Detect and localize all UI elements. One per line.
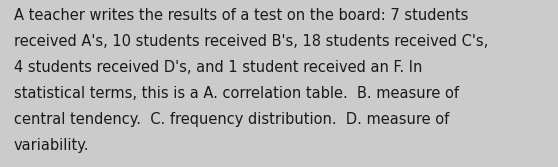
Text: variability.: variability. [14,138,89,153]
Text: received A's, 10 students received B's, 18 students received C's,: received A's, 10 students received B's, … [14,34,488,49]
Text: central tendency.  C. frequency distribution.  D. measure of: central tendency. C. frequency distribut… [14,112,449,127]
Text: statistical terms, this is a A. correlation table.  B. measure of: statistical terms, this is a A. correlat… [14,86,459,101]
Text: A teacher writes the results of a test on the board: 7 students: A teacher writes the results of a test o… [14,8,468,23]
Text: 4 students received D's, and 1 student received an F. In: 4 students received D's, and 1 student r… [14,60,422,75]
